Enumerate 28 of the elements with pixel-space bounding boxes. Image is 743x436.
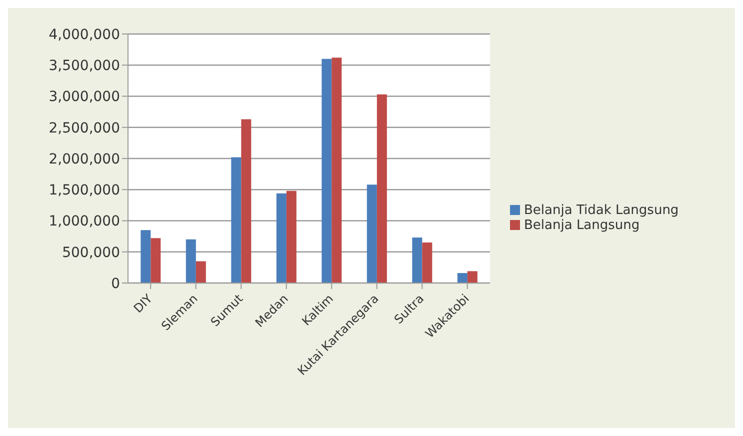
y-tick-label: 1,000,000 (48, 214, 120, 230)
bar (467, 271, 478, 283)
bar (366, 184, 377, 283)
bar (422, 242, 432, 283)
y-tick-label: 1,500,000 (48, 182, 120, 199)
y-tick-label: 500,000 (62, 244, 120, 261)
y-tick-label: 0 (111, 276, 120, 292)
bar (457, 273, 468, 283)
bar (150, 238, 161, 283)
bar (140, 230, 151, 283)
y-tick-label: 4,000,000 (48, 26, 120, 43)
legend-label: Belanja Langsung (524, 218, 640, 233)
y-tick-label: 2,500,000 (48, 120, 120, 136)
bar (196, 261, 206, 283)
bar (286, 190, 296, 283)
bar (332, 58, 342, 283)
bar (186, 239, 196, 283)
bar (412, 238, 422, 283)
bar (276, 193, 286, 283)
bar (241, 119, 252, 283)
bar (231, 157, 242, 283)
y-tick-label: 3,000,000 (48, 89, 120, 106)
bar (322, 58, 332, 283)
y-tick-label: 2,000,000 (48, 151, 120, 168)
bar (376, 94, 387, 283)
y-tick-label: 3,500,000 (48, 58, 120, 74)
legend-label: Belanja Tidak Langsung (524, 203, 679, 218)
x-tick-label: DIY (130, 291, 156, 316)
